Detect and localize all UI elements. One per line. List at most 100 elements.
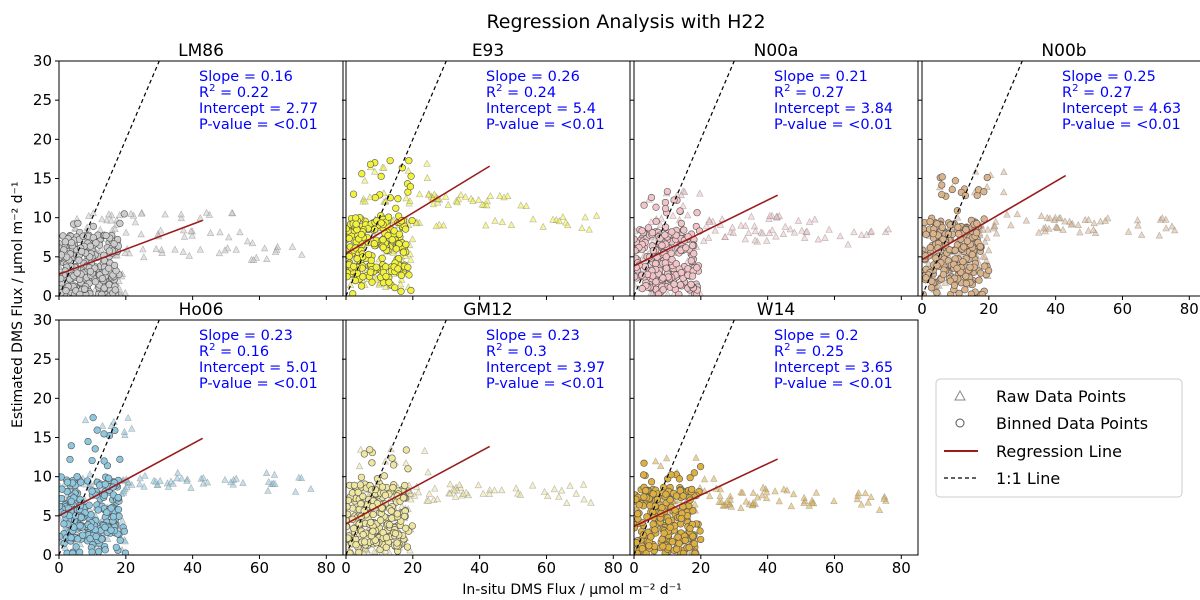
binned-point bbox=[350, 524, 358, 532]
raw-point bbox=[984, 225, 992, 233]
binned-point bbox=[107, 504, 115, 512]
raw-point bbox=[202, 208, 211, 216]
raw-point bbox=[239, 478, 247, 486]
binned-point bbox=[682, 244, 690, 252]
binned-point bbox=[381, 491, 389, 499]
binned-point bbox=[100, 430, 108, 438]
one-to-one-line-ho06 bbox=[59, 320, 160, 555]
binned-point bbox=[679, 549, 688, 555]
figure-title: Regression Analysis with H22 bbox=[486, 11, 765, 33]
x-tick-label: 80 bbox=[1180, 300, 1199, 318]
raw-point bbox=[156, 476, 164, 484]
binned-point bbox=[688, 485, 696, 493]
binned-point bbox=[661, 231, 669, 239]
binned-point bbox=[88, 548, 96, 555]
r2-label-lm86: R2 = 0.22 bbox=[199, 83, 269, 101]
raw-point bbox=[357, 445, 365, 453]
raw-point bbox=[811, 215, 819, 223]
x-tick-label: 80 bbox=[317, 559, 336, 577]
binned-point bbox=[644, 224, 652, 232]
binned-point bbox=[116, 219, 124, 227]
raw-point bbox=[199, 479, 208, 487]
panel-title-e93: E93 bbox=[472, 41, 504, 61]
binned-point bbox=[101, 480, 109, 488]
binned-point bbox=[408, 216, 416, 225]
binned-point bbox=[408, 522, 416, 530]
raw-point bbox=[992, 229, 1001, 237]
raw-point bbox=[700, 475, 709, 483]
binned-point bbox=[634, 495, 640, 503]
binned-point bbox=[120, 527, 129, 535]
raw-point bbox=[396, 280, 405, 288]
binned-point bbox=[114, 493, 122, 502]
raw-point bbox=[984, 246, 993, 254]
binned-point bbox=[61, 238, 69, 246]
binned-point bbox=[651, 502, 659, 510]
x-tick-label: 20 bbox=[979, 300, 998, 318]
binned-point bbox=[404, 465, 412, 473]
raw-point bbox=[425, 489, 434, 497]
binned-point bbox=[98, 290, 106, 296]
x-tick-label: 40 bbox=[183, 559, 202, 577]
raw-point bbox=[759, 483, 767, 491]
binned-point bbox=[366, 446, 374, 454]
raw-point bbox=[1059, 225, 1067, 233]
binned-point bbox=[361, 538, 369, 546]
binned-point bbox=[407, 286, 415, 295]
binned-point bbox=[655, 290, 663, 296]
raw-point bbox=[1101, 216, 1110, 224]
binned-point bbox=[944, 230, 953, 238]
raw-point bbox=[789, 490, 798, 498]
binned-point bbox=[659, 542, 667, 550]
raw-point bbox=[572, 489, 580, 497]
binned-point bbox=[388, 454, 396, 462]
binned-point bbox=[980, 188, 988, 196]
raw-point bbox=[264, 486, 272, 494]
raw-point bbox=[169, 479, 177, 487]
binned-point bbox=[346, 273, 351, 281]
raw-point bbox=[137, 209, 146, 217]
binned-point bbox=[105, 264, 113, 272]
binned-point bbox=[953, 264, 961, 272]
raw-point bbox=[178, 474, 186, 482]
raw-point bbox=[781, 222, 789, 230]
binned-point bbox=[690, 540, 698, 548]
raw-point bbox=[183, 477, 191, 485]
slope-label-ho06: Slope = 0.23 bbox=[199, 328, 293, 344]
binned-point bbox=[72, 543, 80, 551]
binned-point bbox=[116, 536, 124, 544]
raw-point bbox=[1000, 167, 1008, 175]
binned-point bbox=[95, 548, 103, 555]
raw-point bbox=[783, 486, 791, 494]
raw-point bbox=[124, 413, 132, 421]
x-tick-label: 20 bbox=[116, 559, 135, 577]
panel-marks-n00b bbox=[922, 61, 1179, 296]
binned-point bbox=[86, 242, 95, 250]
binned-point bbox=[635, 501, 643, 509]
binned-point bbox=[651, 526, 659, 534]
binned-point bbox=[371, 486, 380, 494]
regression-line-gm12 bbox=[346, 445, 491, 525]
binned-point bbox=[94, 506, 102, 514]
raw-point bbox=[749, 498, 757, 506]
raw-point bbox=[136, 480, 144, 488]
raw-point bbox=[867, 227, 876, 235]
pvalue-label-gm12: P-value = <0.01 bbox=[486, 376, 605, 392]
one-to-one-line-w14 bbox=[634, 320, 735, 555]
raw-point bbox=[402, 194, 410, 202]
binned-point bbox=[67, 497, 75, 506]
binned-point bbox=[387, 507, 395, 515]
raw-point bbox=[433, 495, 442, 503]
r2-label-e93: R2 = 0.24 bbox=[486, 83, 556, 101]
raw-point bbox=[844, 240, 852, 248]
raw-point bbox=[1067, 220, 1075, 228]
panel-title-n00b: N00b bbox=[1041, 41, 1086, 61]
raw-point bbox=[1022, 216, 1031, 224]
binned-point bbox=[950, 281, 959, 289]
raw-point bbox=[187, 227, 195, 235]
raw-point bbox=[370, 547, 379, 555]
x-tick-label: 60 bbox=[537, 559, 556, 577]
raw-point bbox=[812, 488, 821, 496]
binned-point bbox=[369, 527, 377, 535]
